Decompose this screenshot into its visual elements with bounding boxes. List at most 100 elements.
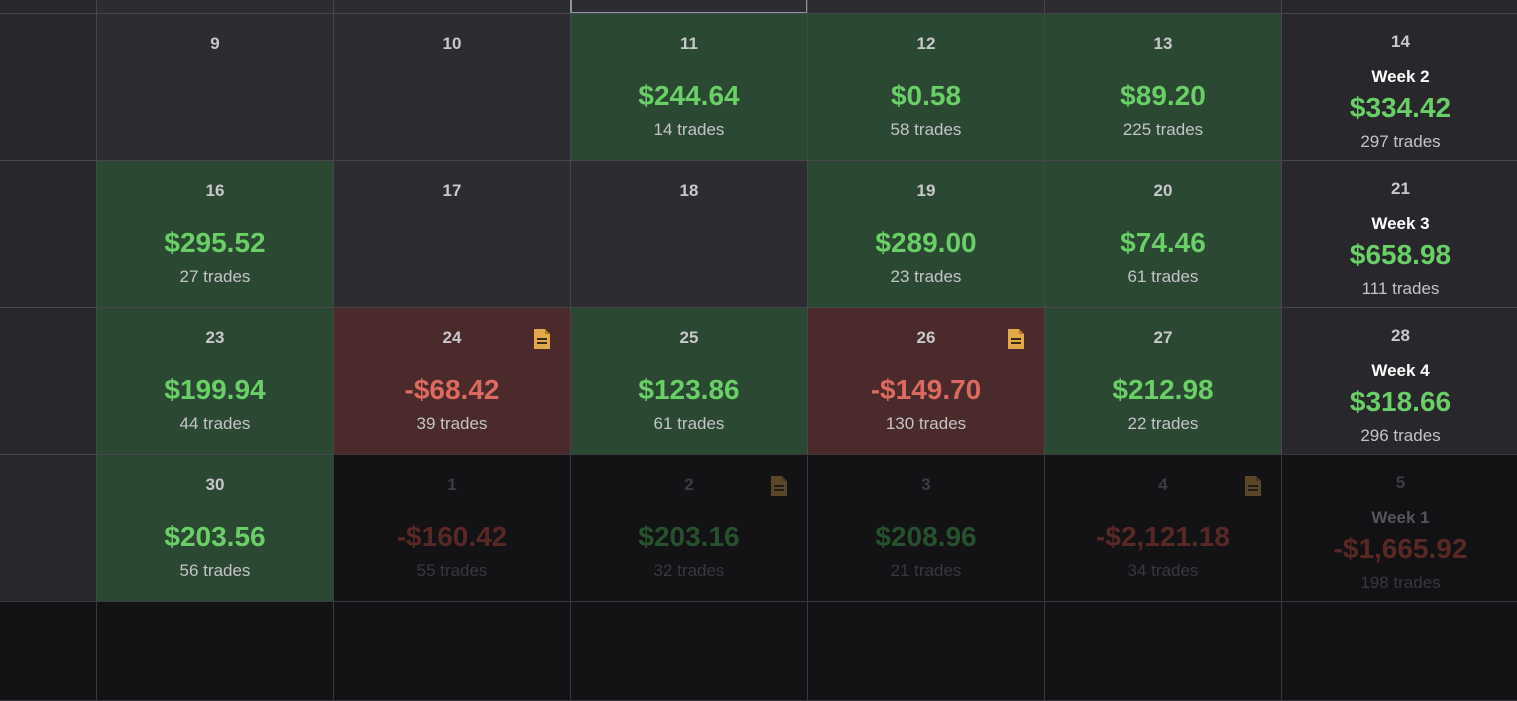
calendar-cell-prev-row[interactable]: [96, 0, 334, 14]
week-trade-count: 296 trades: [1360, 426, 1441, 445]
day-pnl: -$149.70: [870, 374, 982, 405]
calendar-cell-next-row[interactable]: [570, 601, 808, 701]
day-pnl: $289.00: [875, 227, 977, 258]
day-number: 4: [1158, 475, 1168, 494]
week-pnl: -$1,665.92: [1333, 533, 1468, 564]
day-trade-count: 27 trades: [179, 267, 251, 286]
day-pnl: $203.56: [164, 521, 266, 552]
week-trade-count: 297 trades: [1360, 132, 1441, 151]
week-left-margin-cell: [0, 160, 97, 308]
week-trade-count: 111 trades: [1361, 279, 1440, 298]
day-trade-count: 32 trades: [653, 561, 725, 580]
day-number: 13: [1153, 34, 1173, 53]
note-icon[interactable]: [769, 475, 789, 497]
day-cell[interactable]: 18: [570, 160, 808, 308]
day-pnl: $74.46: [1120, 227, 1206, 258]
day-cell[interactable]: 30 $203.56 56 trades: [96, 454, 334, 602]
day-trade-count: 225 trades: [1122, 120, 1204, 139]
week-summary-cell[interactable]: 5 Week 1 -$1,665.92 198 trades: [1281, 454, 1517, 602]
calendar-cell-prev-row[interactable]: [807, 0, 1045, 14]
week-label: Week 1: [1371, 508, 1430, 527]
day-cell[interactable]: 12 $0.58 58 trades: [807, 13, 1045, 161]
note-icon[interactable]: [532, 328, 552, 350]
day-number: 30: [205, 475, 225, 494]
day-trade-count: 61 trades: [653, 414, 725, 433]
day-cell[interactable]: 24 -$68.42 39 trades: [333, 307, 571, 455]
week-summary-cell[interactable]: 21 Week 3 $658.98 111 trades: [1281, 160, 1517, 308]
day-pnl: $212.98: [1112, 374, 1214, 405]
day-number: 18: [679, 181, 699, 200]
calendar-cell-prev-row[interactable]: [1281, 0, 1517, 14]
day-cell[interactable]: 13 $89.20 225 trades: [1044, 13, 1282, 161]
day-cell[interactable]: 17: [333, 160, 571, 308]
calendar-cell-next-row[interactable]: [0, 601, 97, 701]
day-pnl: $89.20: [1120, 80, 1206, 111]
week-trade-count: 198 trades: [1360, 573, 1441, 592]
calendar-cell-prev-row[interactable]: [0, 0, 97, 14]
day-number: 9: [210, 34, 220, 53]
day-trade-count: 44 trades: [179, 414, 251, 433]
day-number: 20: [1153, 181, 1173, 200]
day-number: 24: [442, 328, 462, 347]
calendar-cell-next-row[interactable]: [1044, 601, 1282, 701]
day-number: 3: [921, 475, 931, 494]
day-trade-count: 130 trades: [885, 414, 967, 433]
day-pnl: $244.64: [638, 80, 740, 111]
day-trade-count: 34 trades: [1127, 561, 1199, 580]
week-left-margin-cell: [0, 307, 97, 455]
week-end-day-number: 14: [1391, 32, 1410, 51]
day-pnl: $295.52: [164, 227, 266, 258]
week-left-margin-cell: [0, 13, 97, 161]
day-trade-count: 58 trades: [890, 120, 962, 139]
day-cell[interactable]: 16 $295.52 27 trades: [96, 160, 334, 308]
day-trade-count: 23 trades: [890, 267, 962, 286]
calendar-cell-next-row[interactable]: [96, 601, 334, 701]
day-cell[interactable]: 25 $123.86 61 trades: [570, 307, 808, 455]
calendar-cell-next-row[interactable]: [333, 601, 571, 701]
day-pnl: -$2,121.18: [1096, 521, 1230, 552]
day-cell[interactable]: 26 -$149.70 130 trades: [807, 307, 1045, 455]
week-summary-cell[interactable]: 28 Week 4 $318.66 296 trades: [1281, 307, 1517, 455]
day-cell[interactable]: 20 $74.46 61 trades: [1044, 160, 1282, 308]
week-summary-cell[interactable]: 14 Week 2 $334.42 297 trades: [1281, 13, 1517, 161]
day-trade-count: 55 trades: [416, 561, 488, 580]
day-number: 1: [447, 475, 457, 494]
week-end-day-number: 21: [1391, 179, 1410, 198]
week-label: Week 4: [1371, 361, 1430, 380]
day-pnl: $208.96: [875, 521, 977, 552]
day-cell[interactable]: 11 $244.64 14 trades: [570, 13, 808, 161]
day-pnl: $203.16: [638, 521, 740, 552]
day-cell[interactable]: 3 $208.96 21 trades: [807, 454, 1045, 602]
week-end-day-number: 5: [1395, 473, 1406, 492]
week-label: Week 3: [1371, 214, 1430, 233]
day-number: 26: [916, 328, 936, 347]
note-icon[interactable]: [1006, 328, 1026, 350]
day-cell[interactable]: 4 -$2,121.18 34 trades: [1044, 454, 1282, 602]
week-pnl: $334.42: [1349, 92, 1452, 123]
week-left-margin-cell: [0, 454, 97, 602]
day-number: 11: [680, 34, 698, 53]
day-cell[interactable]: 10: [333, 13, 571, 161]
calendar-cell-prev-row[interactable]: [1044, 0, 1282, 14]
day-cell[interactable]: 23 $199.94 44 trades: [96, 307, 334, 455]
calendar-cell-next-row[interactable]: [807, 601, 1045, 701]
day-trade-count: 22 trades: [1127, 414, 1199, 433]
day-pnl: $199.94: [164, 374, 266, 405]
day-trade-count: 61 trades: [1127, 267, 1199, 286]
day-cell[interactable]: 19 $289.00 23 trades: [807, 160, 1045, 308]
calendar-cell-next-row[interactable]: [1281, 601, 1517, 701]
calendar-cell-prev-row[interactable]: [570, 0, 808, 14]
day-pnl: -$68.42: [404, 374, 500, 405]
day-number: 23: [205, 328, 225, 347]
week-label: Week 2: [1371, 67, 1430, 86]
day-number: 27: [1153, 328, 1173, 347]
calendar-cell-prev-row[interactable]: [333, 0, 571, 14]
day-cell[interactable]: 2 $203.16 32 trades: [570, 454, 808, 602]
note-icon[interactable]: [1243, 475, 1263, 497]
day-number: 19: [916, 181, 936, 200]
day-pnl: -$160.42: [396, 521, 508, 552]
day-cell[interactable]: 1 -$160.42 55 trades: [333, 454, 571, 602]
day-cell[interactable]: 9: [96, 13, 334, 161]
day-number: 2: [684, 475, 694, 494]
day-cell[interactable]: 27 $212.98 22 trades: [1044, 307, 1282, 455]
